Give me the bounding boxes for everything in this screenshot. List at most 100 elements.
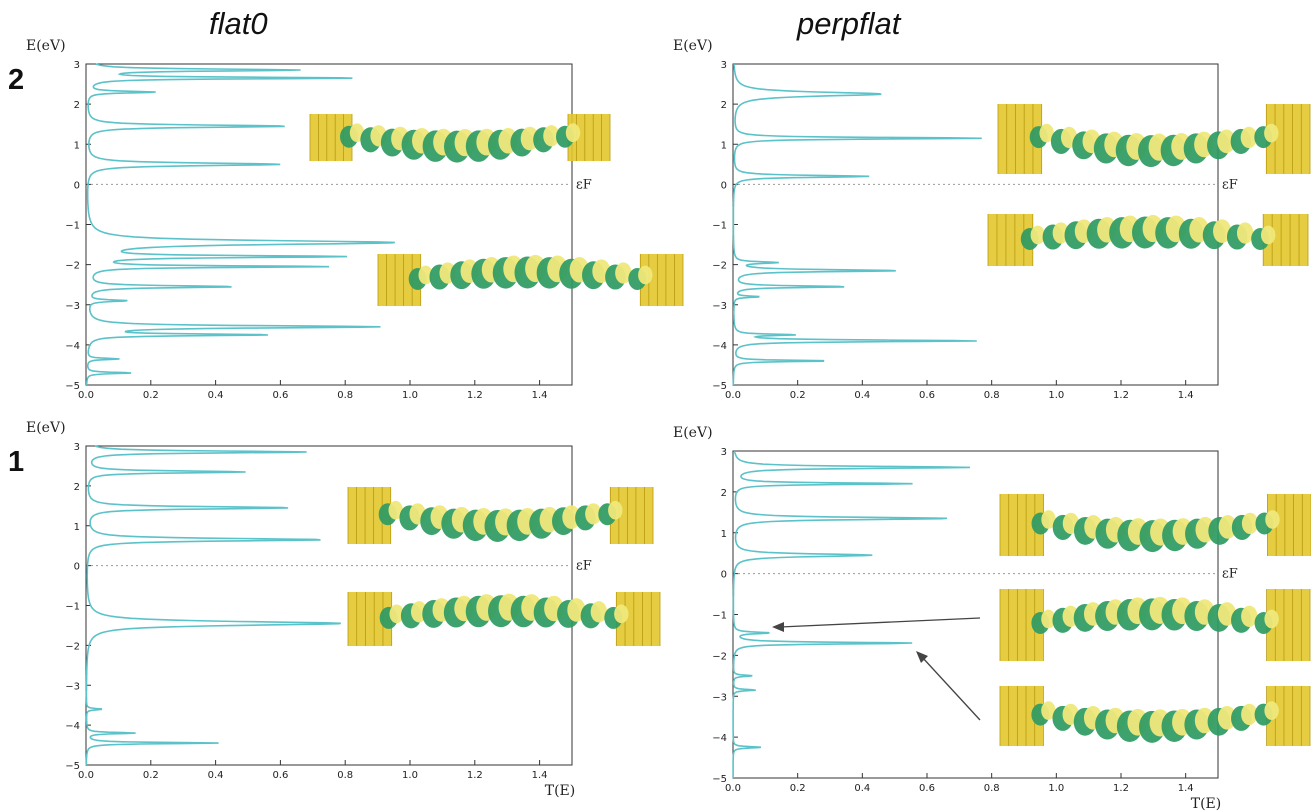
- y-axis-label: E(eV): [673, 425, 713, 441]
- orbital-lobe-yellow: [562, 505, 581, 529]
- y-tick-label: −5: [65, 761, 80, 772]
- orbital-lobe-yellow: [1241, 605, 1258, 627]
- y-tick-label: −1: [65, 602, 80, 613]
- orbital-lobe-yellow: [389, 604, 404, 624]
- molecule-orbital-inset: [987, 214, 1309, 266]
- y-tick-label: 3: [74, 60, 80, 71]
- x-tick-label: 0.2: [790, 783, 806, 794]
- orbital-lobe-yellow: [565, 123, 581, 143]
- x-tick-label: 1.2: [1113, 783, 1129, 794]
- fermi-level-label: εF: [576, 177, 592, 192]
- orbital-lobe-yellow: [1240, 126, 1258, 149]
- x-tick-label: 1.4: [532, 770, 548, 781]
- orbital-lobe-yellow: [1039, 123, 1054, 143]
- y-tick-label: −4: [712, 341, 727, 352]
- molecule-orbital-inset: [999, 589, 1311, 661]
- orbital-lobe-yellow: [1264, 609, 1279, 629]
- y-tick-label: −1: [712, 221, 727, 232]
- y-tick-label: 0: [721, 570, 727, 581]
- y-tick-label: 1: [721, 140, 727, 151]
- y-axis-label: E(eV): [26, 38, 66, 54]
- y-tick-label: −4: [65, 341, 80, 352]
- y-tick-label: −5: [712, 381, 727, 392]
- molecule-orbital-inset: [999, 494, 1311, 556]
- x-tick-label: 0.0: [78, 770, 94, 781]
- orbital-lobe-yellow: [543, 125, 560, 147]
- y-tick-label: 2: [74, 482, 80, 493]
- y-tick-label: −2: [65, 261, 80, 272]
- x-tick-label: 0.4: [208, 390, 224, 401]
- transmission-curve: [85, 445, 341, 765]
- y-tick-label: 1: [74, 140, 80, 151]
- y-tick-label: −2: [712, 261, 727, 272]
- row-label-2: 2: [8, 64, 25, 96]
- x-tick-label: 0.6: [919, 783, 935, 794]
- orbital-lobe-yellow: [1236, 222, 1254, 244]
- x-tick-label: 1.0: [1048, 390, 1064, 401]
- orbital-lobe-yellow: [1030, 225, 1046, 245]
- orbital-lobe-yellow: [1041, 609, 1056, 629]
- molecule-orbital-inset: [347, 592, 661, 646]
- x-tick-label: 1.2: [467, 390, 483, 401]
- x-tick-label: 0.6: [272, 390, 288, 401]
- x-tick-label: 0.2: [790, 390, 806, 401]
- y-tick-label: 3: [721, 447, 727, 458]
- y-tick-label: −5: [65, 381, 80, 392]
- x-tick-label: 0.4: [208, 770, 224, 781]
- orbital-lobe-yellow: [608, 500, 623, 520]
- y-tick-label: −4: [712, 733, 727, 744]
- pointer-arrow: [779, 617, 981, 628]
- y-tick-label: 1: [721, 529, 727, 540]
- transmission-curve: [85, 63, 395, 386]
- x-tick-label: 0.6: [272, 770, 288, 781]
- y-axis-label: E(eV): [26, 420, 66, 436]
- orbital-lobe-yellow: [1265, 510, 1280, 529]
- orbital-lobe-yellow: [388, 500, 403, 520]
- y-tick-label: −3: [712, 692, 727, 703]
- orbital-lobe-yellow: [1041, 510, 1056, 529]
- row-label-1: 1: [8, 446, 25, 478]
- y-tick-label: −4: [65, 721, 80, 732]
- x-tick-label: 1.2: [467, 770, 483, 781]
- y-tick-label: 2: [721, 100, 727, 111]
- y-tick-label: 0: [74, 562, 80, 573]
- orbital-lobe-yellow: [1261, 225, 1276, 245]
- orbital-lobe-yellow: [615, 262, 632, 284]
- molecule-orbital-inset: [999, 686, 1311, 746]
- y-tick-label: −3: [65, 301, 80, 312]
- column-title-perpflat: perpflat: [797, 6, 901, 41]
- y-tick-label: 1: [74, 522, 80, 533]
- x-tick-label: 0.6: [919, 390, 935, 401]
- orbital-lobe-yellow: [1218, 515, 1237, 539]
- y-tick-label: 2: [721, 488, 727, 499]
- orbital-lobe-yellow: [638, 265, 653, 285]
- orbital-lobe-yellow: [1217, 129, 1236, 154]
- x-tick-label: 1.0: [402, 770, 418, 781]
- fermi-level-label: εF: [1222, 567, 1238, 582]
- molecule-orbital-inset: [997, 104, 1311, 174]
- x-tick-label: 0.2: [143, 770, 159, 781]
- y-tick-label: −2: [712, 651, 727, 662]
- x-tick-label: 1.4: [1178, 390, 1194, 401]
- pointer-arrowhead: [772, 622, 784, 632]
- y-tick-label: 3: [721, 60, 727, 71]
- y-tick-label: 0: [74, 180, 80, 191]
- y-tick-label: −3: [65, 681, 80, 692]
- pointer-arrowhead: [916, 651, 928, 663]
- molecule-orbital-inset: [347, 487, 654, 544]
- orbital-lobe-yellow: [1213, 219, 1232, 244]
- y-tick-label: 2: [74, 100, 80, 111]
- molecule-orbital-inset: [377, 254, 684, 306]
- molecule-orbital-inset: [309, 114, 611, 163]
- x-tick-label: 0.2: [143, 390, 159, 401]
- x-tick-label: 0.0: [725, 783, 741, 794]
- transmission-curve: [732, 63, 982, 385]
- orbital-lobe-yellow: [1264, 701, 1279, 720]
- fermi-level-label: εF: [1222, 177, 1238, 192]
- orbital-lobe-yellow: [1041, 701, 1056, 720]
- y-tick-label: 0: [721, 180, 727, 191]
